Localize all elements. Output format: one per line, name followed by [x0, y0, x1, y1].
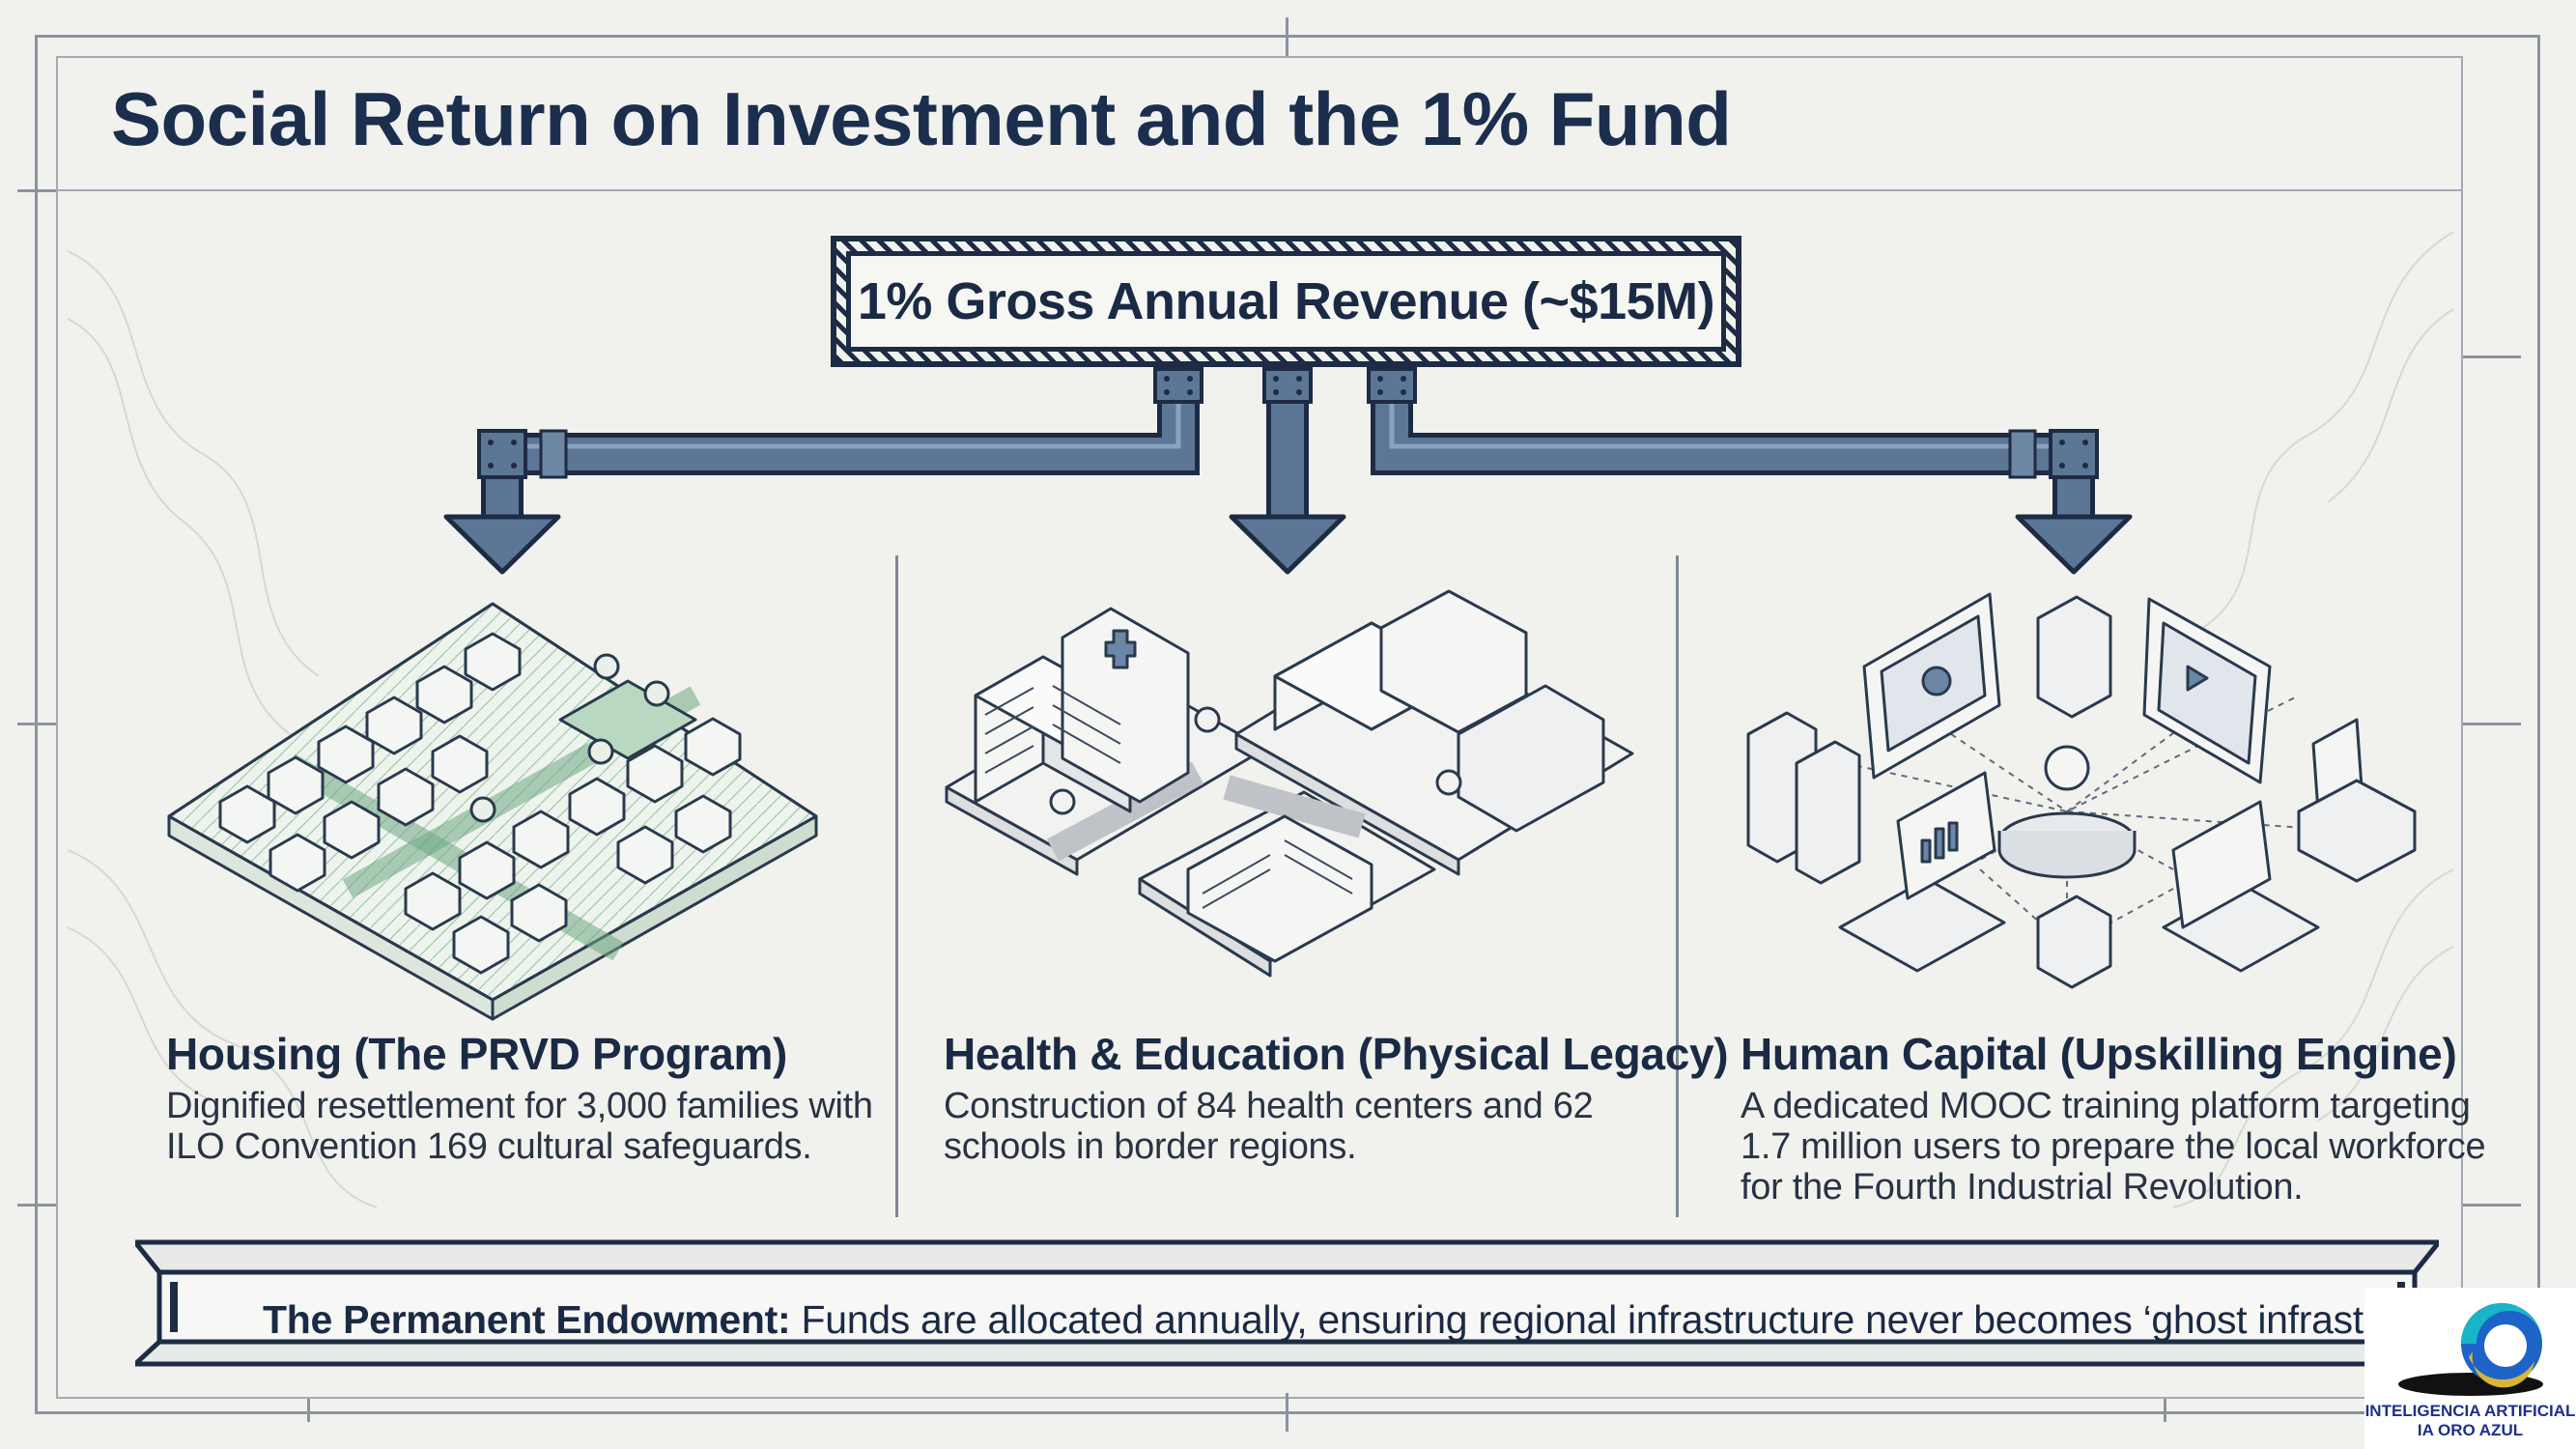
housing-description-line: Dignified resettlement for 3,000 familie… — [166, 1086, 873, 1126]
frame-tick — [2463, 1204, 2521, 1207]
title-rule — [56, 189, 2463, 191]
frame-tick — [2463, 355, 2521, 358]
frame-tick — [17, 189, 56, 192]
computer-network-illustration — [1746, 592, 2417, 989]
human-capital-description-line: 1.7 million users to prepare the local w… — [1741, 1126, 2486, 1167]
human-capital-description-line: A dedicated MOOC training platform targe… — [1741, 1086, 2471, 1126]
logo-text-line-2: IA ORO AZUL — [2417, 1421, 2524, 1439]
frame-tick — [2463, 723, 2521, 725]
frame-tick — [17, 723, 56, 725]
frame-tick — [17, 1204, 56, 1207]
hospital-and-schools-illustration — [945, 589, 1634, 978]
column-divider — [1676, 555, 1679, 1217]
endowment-lead: The Permanent Endowment: — [263, 1297, 791, 1342]
frame-tick — [307, 1399, 310, 1422]
revenue-source-label: 1% Gross Annual Revenue (~$15M) — [846, 251, 1726, 352]
logo-emblem-icon — [2398, 1303, 2543, 1396]
frame-tick — [1286, 17, 1288, 56]
frame-tick — [1286, 1393, 1288, 1432]
health-education-description-line: schools in border regions. — [944, 1126, 1357, 1167]
housing-neighborhood-illustration — [167, 602, 818, 1021]
distribution-pipes — [443, 367, 2133, 575]
page-title: Social Return on Investment and the 1% F… — [111, 76, 1732, 161]
frame-tick — [2164, 1399, 2166, 1422]
topographic-contours — [67, 231, 2454, 1208]
endowment-beam — [135, 1239, 2439, 1367]
human-capital-heading: Human Capital (Upskilling Engine) — [1741, 1029, 2457, 1079]
revenue-source-box: 1% Gross Annual Revenue (~$15M) — [831, 236, 1741, 367]
column-divider — [895, 555, 898, 1217]
housing-heading: Housing (The PRVD Program) — [166, 1029, 788, 1079]
human-capital-description-line: for the Fourth Industrial Revolution. — [1741, 1167, 2304, 1208]
ia-oro-azul-logo: INTELIGENCIA ARTIFICIAL IA ORO AZUL — [2364, 1288, 2576, 1449]
endowment-text: Funds are allocated annually, ensuring r… — [790, 1297, 2505, 1342]
housing-description-line: ILO Convention 169 cultural safeguards. — [166, 1126, 812, 1167]
health-education-description-line: Construction of 84 health centers and 62 — [944, 1086, 1594, 1126]
inner-frame — [56, 56, 2463, 1399]
endowment-statement: The Permanent Endowment: Funds are alloc… — [263, 1297, 2505, 1343]
health-education-heading: Health & Education (Physical Legacy) — [944, 1029, 1729, 1079]
logo-text-line-1: INTELIGENCIA ARTIFICIAL — [2364, 1402, 2576, 1420]
